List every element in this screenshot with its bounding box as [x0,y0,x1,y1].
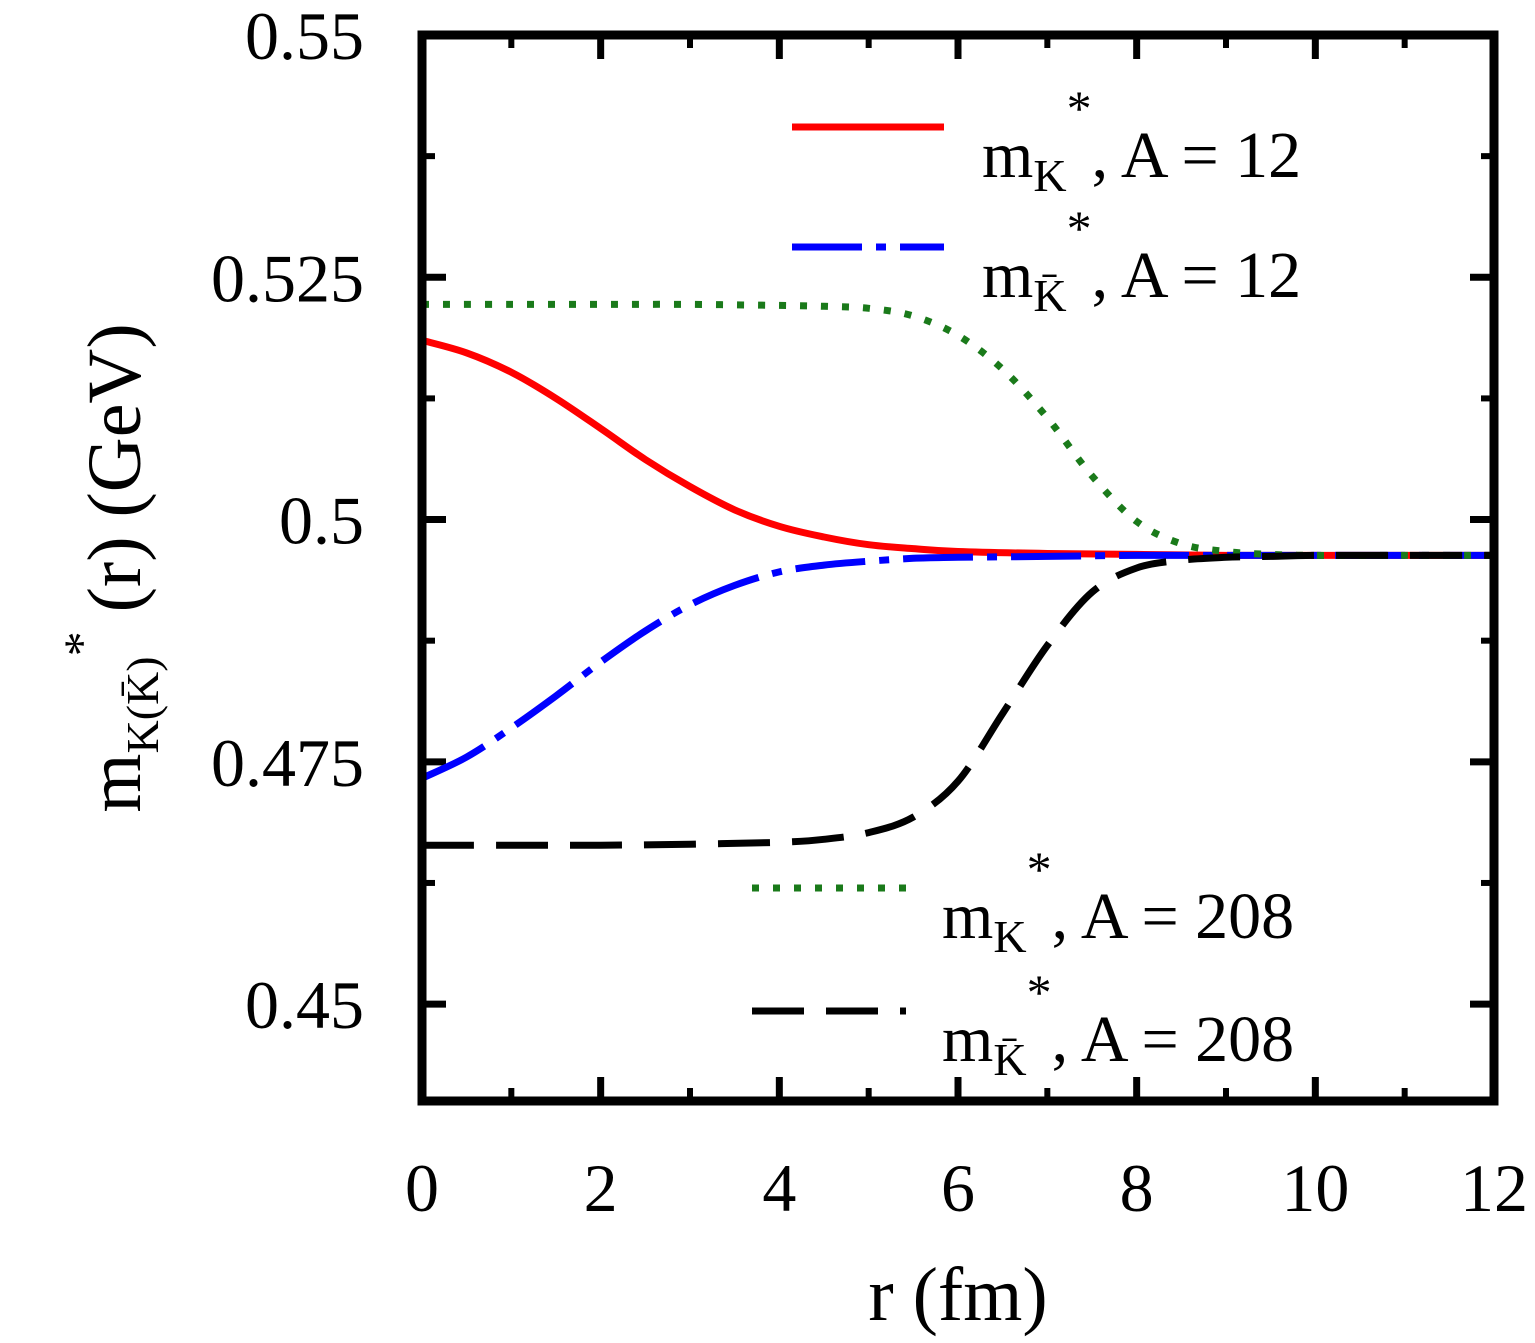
plot-frame [417,30,1499,1106]
legend-label-rest: , A = 12 [1092,119,1302,192]
x-tick-label: 8 [1120,1150,1154,1226]
legend-label-main: m [982,239,1033,312]
legend-label-sup: * [1067,200,1092,256]
x-tick-label: 2 [584,1150,618,1226]
legend-label-main: m [942,880,993,953]
legend-label-sub: K [993,911,1026,962]
y-tick-label: 0.5 [279,483,364,559]
series-line-4 [421,551,1494,849]
legend-label-4: mK̄*, A = 208 [942,964,1294,1085]
y-tick-label: 0.475 [211,725,364,801]
y-tick-label: 0.45 [245,967,364,1043]
legend-label-1: mK*, A = 12 [982,80,1301,201]
legend-label-sub: K̄ [993,1034,1026,1085]
series-layer [420,300,1494,849]
y-axis-label-superscript: * [53,631,109,656]
series-line-1 [421,336,1494,559]
x-tick-label: 4 [762,1150,796,1226]
x-tick-label: 12 [1460,1150,1528,1226]
legend-label-rest: , A = 208 [1052,1003,1295,1076]
series-line-2 [420,551,1494,782]
y-axis-label-subscript: K(K̄) [117,656,168,753]
legend-label-sup: * [1027,841,1052,897]
x-tick-label: 10 [1281,1150,1349,1226]
legend-label-main: m [982,119,1033,192]
ticks-layer: 0 2 4 6 8 10 12 0.45 0.475 0.5 0.525 0.55 [211,0,1528,1226]
x-tick-label: 6 [941,1150,975,1226]
y-axis-label-suffix: (r) (GeV) [73,323,157,631]
legend-label-sup: * [1027,964,1052,1020]
legend-label-rest: , A = 12 [1092,239,1302,312]
y-tick-label: 0.525 [211,240,364,316]
legend-label-sub: K [1033,150,1066,201]
legend-label-main: m [942,1003,993,1076]
legend-label-3: mK*, A = 208 [942,841,1294,962]
y-axis-label-main: m [73,754,157,813]
x-tick-label: 0 [405,1150,439,1226]
legend-label-sub: K̄ [1033,270,1066,321]
y-axis-label: mK(K̄) * (r) (GeV) [53,323,168,812]
series-line-3 [421,300,1494,559]
x-axis-label: r (fm) [868,1253,1047,1337]
legend-label-sup: * [1067,80,1092,136]
legend-label-rest: , A = 208 [1052,880,1295,953]
y-tick-label: 0.55 [245,0,364,74]
legend-label-2: mK̄*, A = 12 [982,200,1301,321]
